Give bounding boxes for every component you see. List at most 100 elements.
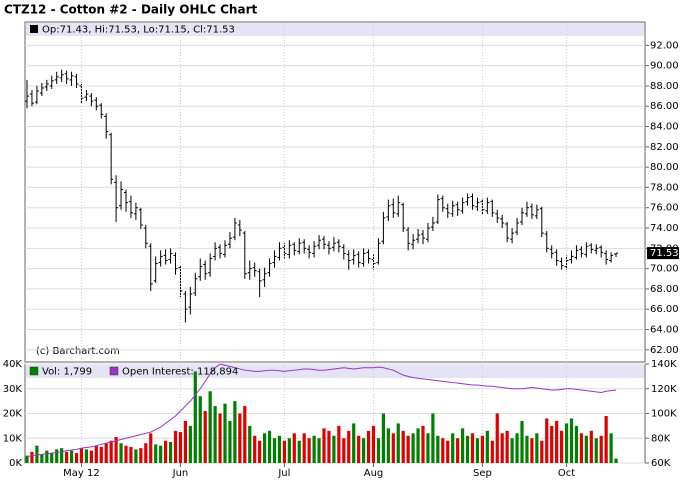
volume-bar <box>386 428 390 463</box>
volume-bar <box>614 458 618 463</box>
volume-bar <box>530 438 534 463</box>
volume-bar <box>69 450 74 463</box>
volume-bar <box>79 448 84 463</box>
volume-bar <box>74 453 79 463</box>
volume-bar <box>401 430 405 463</box>
y2-tick-label: 100K <box>651 409 677 420</box>
volume-bar <box>500 433 504 463</box>
volume-bar <box>441 438 445 463</box>
volume-bar <box>25 455 29 463</box>
volume-bar <box>371 425 376 463</box>
volume-bar <box>218 413 222 463</box>
volume-bar <box>416 428 420 463</box>
volume-bar <box>258 440 262 463</box>
y2-tick-label: 120K <box>651 384 677 395</box>
x-tick-label: Aug <box>364 468 384 479</box>
x-tick-label: Jul <box>277 468 290 479</box>
volume-bar <box>327 430 331 463</box>
ohlc-info: Op:71.43, Hi:71.53, Lo:71.15, Cl:71.53 <box>42 25 235 36</box>
volume-bar <box>495 413 499 463</box>
y-tick-label: 78.00 <box>650 182 679 193</box>
volume-bar <box>505 430 509 463</box>
volume-bar <box>40 454 44 463</box>
volume-bar <box>198 396 202 463</box>
volume-bar <box>99 446 103 463</box>
volume-bar <box>564 423 569 463</box>
volume-bar <box>342 438 346 463</box>
volume-bar <box>104 443 108 463</box>
y-tick-label: 30K <box>3 384 23 395</box>
volume-bar <box>470 433 475 463</box>
volume-bar <box>555 420 559 463</box>
volume-bar <box>337 425 341 463</box>
volume-bar <box>84 449 88 463</box>
volume-bar <box>164 440 168 463</box>
volume-bar <box>421 425 425 463</box>
y-tick-label: 82.00 <box>650 142 679 153</box>
volume-bar <box>352 423 356 463</box>
volume-bar <box>490 440 494 463</box>
volume-bar <box>124 445 128 463</box>
volume-bar <box>446 440 450 463</box>
volume-bar <box>248 425 252 463</box>
volume-bar <box>461 428 465 463</box>
volume-bar <box>223 403 227 463</box>
volume-bar <box>599 435 603 463</box>
volume-bar <box>253 435 257 463</box>
y-tick-label: 88.00 <box>650 81 679 92</box>
volume-bar <box>183 420 187 463</box>
volume-bar <box>60 448 64 463</box>
volume-bar <box>65 451 69 463</box>
volume-bar <box>297 440 301 463</box>
x-tick-label: Jun <box>172 468 189 479</box>
legend-label: Open Interest: 118,894 <box>122 367 238 378</box>
volume-bar <box>485 430 489 463</box>
y-tick-label: 20K <box>3 409 23 420</box>
volume-bar <box>550 425 554 463</box>
volume-bar <box>465 435 470 463</box>
volume-bar <box>203 411 207 463</box>
volume-bar <box>366 430 371 463</box>
volume-bar <box>594 438 598 463</box>
y2-tick-label: 80K <box>651 433 671 444</box>
volume-bar <box>277 435 282 463</box>
x-tick-label: Oct <box>558 468 575 479</box>
volume-bar <box>545 418 549 463</box>
volume-bar <box>362 438 366 463</box>
volume-bar <box>391 433 395 463</box>
y-tick-label: 80.00 <box>650 162 679 173</box>
volume-bar <box>406 435 410 463</box>
volume-bar <box>188 425 192 463</box>
volume-bar <box>584 435 588 463</box>
credit: (c) Barchart.com <box>36 346 120 357</box>
volume-bar <box>238 413 242 463</box>
y2-tick-label: 60K <box>651 458 671 469</box>
volume-legend-band <box>26 365 644 378</box>
volume-bar <box>168 441 173 463</box>
volume-bar <box>193 371 197 463</box>
volume-bar <box>302 433 306 463</box>
volume-bar <box>609 433 613 463</box>
volume-bar <box>119 443 123 463</box>
volume-bar <box>436 435 440 463</box>
volume-bar <box>159 445 163 463</box>
volume-bar <box>540 440 544 463</box>
volume-bar <box>451 433 455 463</box>
y-tick-label: 74.00 <box>650 223 679 234</box>
volume-bar <box>228 420 232 463</box>
y-tick-label: 68.00 <box>650 284 679 295</box>
volume-bar <box>411 433 415 463</box>
volume-bar <box>307 438 311 463</box>
volume-bar <box>515 433 519 463</box>
volume-bar <box>144 443 148 463</box>
y-tick-label: 84.00 <box>650 122 679 133</box>
volume-bar <box>243 406 247 463</box>
y-tick-label: 70.00 <box>650 264 679 275</box>
volume-bar <box>574 425 579 463</box>
volume-bar <box>213 406 217 463</box>
last-price-label: 71.53 <box>650 248 679 259</box>
volume-bar <box>139 448 143 463</box>
legend-swatch <box>109 366 119 376</box>
